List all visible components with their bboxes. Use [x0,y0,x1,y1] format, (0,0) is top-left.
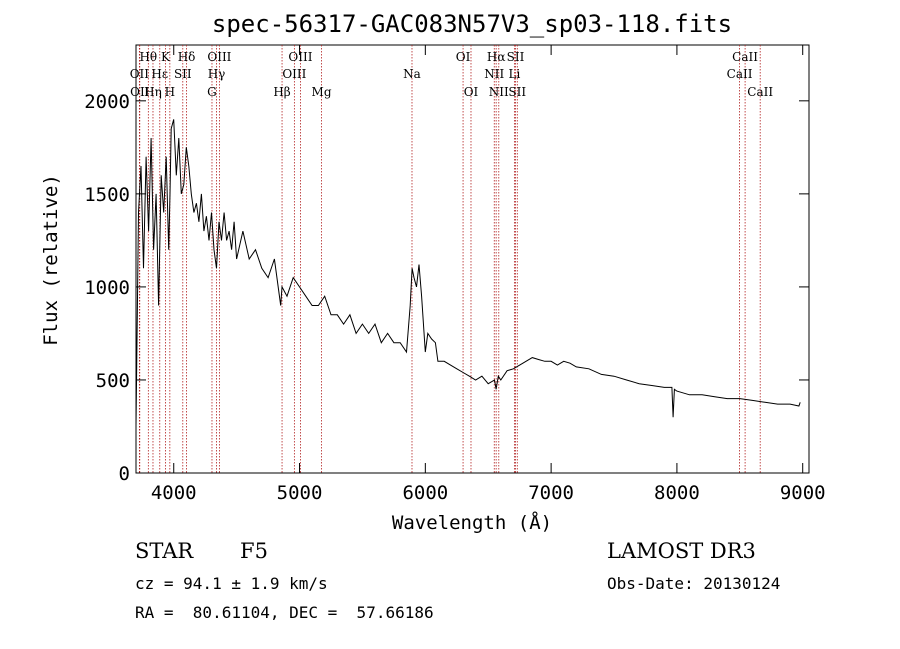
axis-ticks: 4000 5000 6000 7000 8000 9000 0 500 1000 1500 2000 [84,45,826,504]
chart-title: spec-56317-GAC083N57V3_sp03-118.fits [212,10,732,38]
spectral-line-label: CaII [732,50,758,64]
spectral-line-label: OIII [282,67,306,81]
x-tick-label: 6000 [402,482,448,504]
spectral-line-label: NII [489,85,509,99]
spectral-line-label: Hγ [208,67,226,81]
spectral-line-label: SII [508,85,526,99]
spectral-line-label: Mg [312,85,332,99]
redshift-value: cz = 94.1 ± 1.9 km/s [135,574,328,593]
spectral-line-label: Hδ [178,50,196,64]
spectral-line-label: SII [507,50,525,64]
x-tick-label: 9000 [780,482,826,504]
object-subclass: F5 [240,539,268,563]
object-class: STAR [135,539,194,563]
spectral-line-label: Li [508,67,520,81]
spectral-line-label: OII [130,85,150,99]
survey-name: LAMOST DR3 [607,539,756,563]
spectral-line-label: CaII [747,85,773,99]
obs-date: Obs-Date: 20130124 [607,574,781,593]
y-tick-label: 2000 [84,91,130,113]
series-layer [135,119,801,427]
y-tick-label: 500 [96,370,130,392]
spectral-line-label: G [207,85,217,99]
spectral-line-label: Hη [144,85,162,99]
spectral-line-label: Hθ [139,50,157,64]
spectral-line-label: Hβ [273,85,290,99]
plot-frame [135,44,810,474]
spectral-line-label: SII [174,67,192,81]
spectral-line-label: OIII [207,50,231,64]
spectral-line-label: Na [403,67,421,81]
spectral-lines [138,45,761,473]
spectral-line-label: H [165,85,175,99]
spectral-line-label: OI [464,85,479,99]
spectral-line-label: CaII [727,67,753,81]
spectral-line-label: OII [130,67,150,81]
spectral-line-label: K [161,50,171,64]
x-tick-label: 8000 [654,482,700,504]
y-tick-label: 1000 [84,277,130,299]
spectrum-line [135,119,801,427]
coordinates: RA = 80.61104, DEC = 57.66186 [135,603,434,622]
x-tick-label: 4000 [151,482,197,504]
x-axis-label: Wavelength (Å) [392,511,552,534]
spectral-line-label: NII [484,67,504,81]
spectral-line-label: OI [456,50,471,64]
spectral-line-label: Hε [151,67,168,81]
x-tick-label: 7000 [528,482,574,504]
y-tick-label: 1500 [84,184,130,206]
y-axis-label: Flux (relative) [40,174,62,346]
spectral-line-label: Hα [487,50,506,64]
y-tick-label: 0 [119,463,130,485]
x-tick-label: 5000 [277,482,323,504]
spectral-line-label: OIII [288,50,312,64]
